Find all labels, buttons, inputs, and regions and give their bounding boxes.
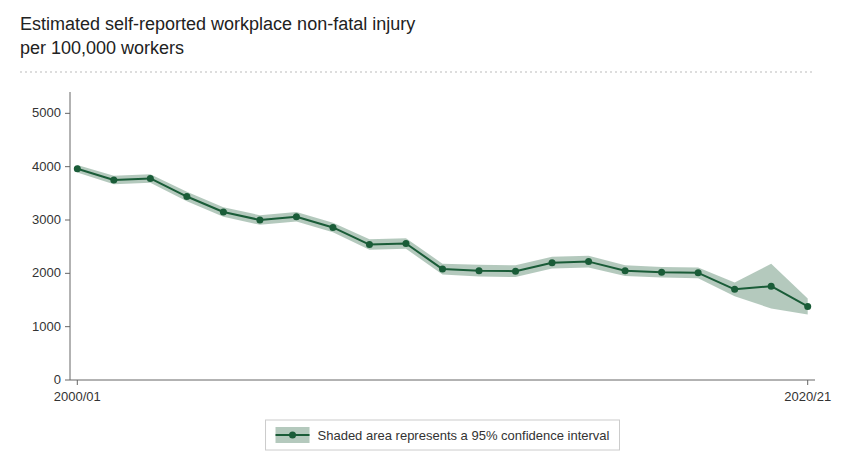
point <box>476 267 483 274</box>
plot-area <box>74 165 811 314</box>
x-tick-label: 2000/01 <box>54 389 101 404</box>
legend-swatch-marker <box>289 432 296 439</box>
y-tick <box>65 166 70 167</box>
point <box>293 213 300 220</box>
y-tick-label: 2000 <box>32 265 61 280</box>
y-tick-label: 3000 <box>32 212 61 227</box>
y-tick <box>65 326 70 327</box>
x-tick <box>807 380 808 385</box>
x-axis <box>70 380 815 381</box>
point <box>147 175 154 182</box>
point <box>658 269 665 276</box>
title-separator <box>20 72 815 73</box>
point <box>220 209 227 216</box>
y-axis <box>70 92 71 380</box>
legend-box <box>266 420 620 450</box>
point <box>439 266 446 273</box>
legend-swatch-band <box>276 427 310 443</box>
y-tick-label: 4000 <box>32 159 61 174</box>
point <box>512 268 519 275</box>
line <box>77 169 807 307</box>
y-tick-label: 5000 <box>32 105 61 120</box>
point <box>768 283 775 290</box>
y-tick <box>65 113 70 114</box>
legend: Shaded area represents a 95% confidence … <box>266 420 620 450</box>
point <box>585 258 592 265</box>
point <box>256 217 263 224</box>
x-tick-label: 2020/21 <box>784 389 831 404</box>
point <box>74 165 81 172</box>
legend-label: Shaded area represents a 95% confidence … <box>318 428 610 443</box>
confidence-band <box>77 165 807 314</box>
point <box>622 267 629 274</box>
point <box>695 269 702 276</box>
point <box>329 224 336 231</box>
point <box>183 193 190 200</box>
point <box>110 177 117 184</box>
point <box>366 241 373 248</box>
point <box>731 286 738 293</box>
y-tick <box>65 273 70 274</box>
y-tick <box>65 380 70 381</box>
y-tick-label: 0 <box>54 372 61 387</box>
y-tick-label: 1000 <box>32 319 61 334</box>
x-tick <box>77 380 78 385</box>
point <box>402 240 409 247</box>
point <box>804 303 811 310</box>
title: Estimated self-reported workplace non-fa… <box>20 14 415 58</box>
y-tick <box>65 220 70 221</box>
chart: Estimated self-reported workplace non-fa… <box>0 0 842 475</box>
point <box>549 259 556 266</box>
